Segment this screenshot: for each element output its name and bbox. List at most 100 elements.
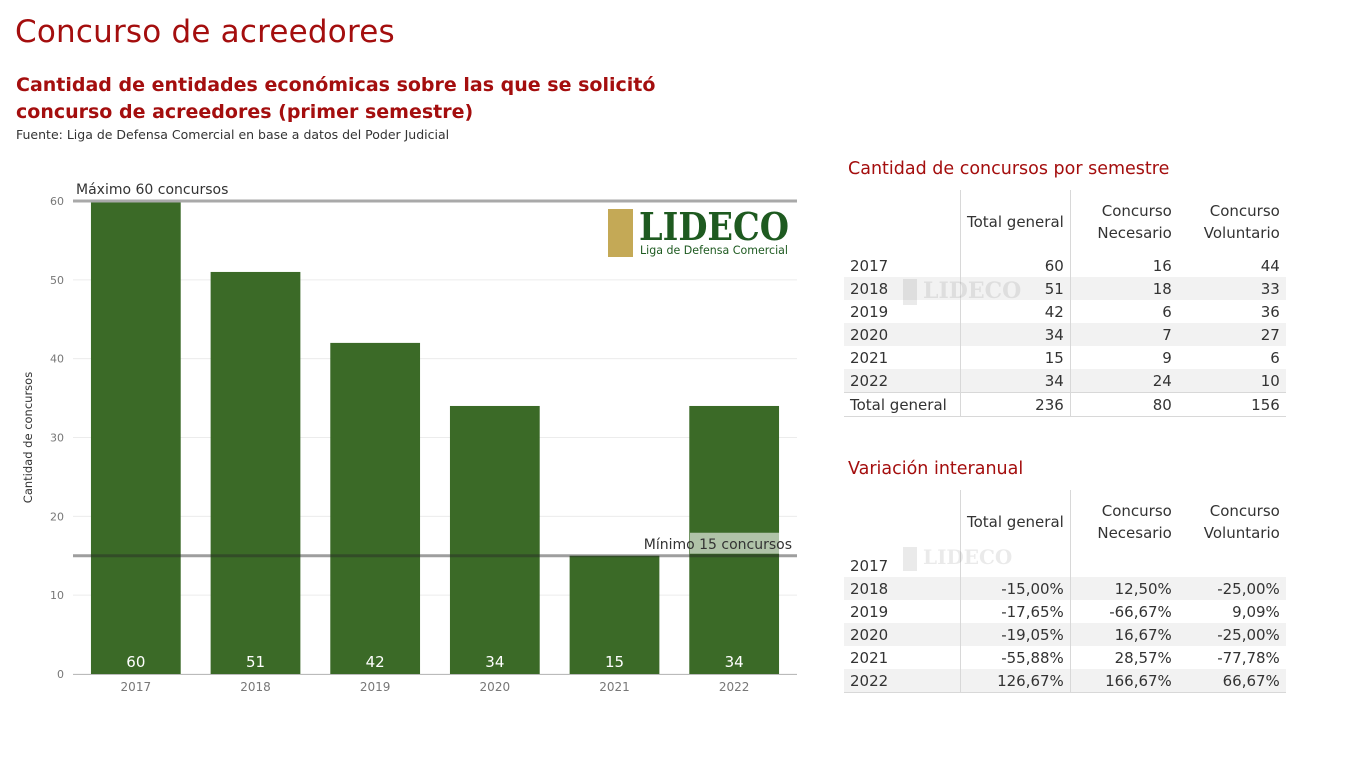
row-label: 2017	[844, 554, 961, 577]
table-row: 2022 34 24 10	[844, 369, 1286, 393]
page-title: Concurso de acreedores	[15, 14, 395, 50]
table-cell	[1070, 554, 1178, 577]
column-header: Concurso Voluntario	[1203, 502, 1280, 542]
table-cell: 12,50%	[1070, 577, 1178, 600]
table-row: 2022 126,67% 166,67% 66,67%	[844, 669, 1286, 693]
reference-line-label: Máximo 60 concursos	[76, 182, 228, 198]
total-cell: 80	[1070, 392, 1178, 417]
x-tick-label: 2021	[599, 680, 630, 694]
logo-name: LIDECO	[639, 204, 789, 249]
table-cell: 7	[1070, 323, 1178, 346]
table-cell: 9,09%	[1232, 602, 1280, 621]
table-cell: 16,67%	[1070, 623, 1178, 646]
bar-chart: 0 10 20 30 40 50 60 Cantidad de concursos 60 2017…	[21, 182, 797, 694]
column-header: Concurso Necesario	[1097, 502, 1172, 542]
table-cell: 60	[960, 254, 1071, 277]
bar-value-label: 15	[605, 653, 624, 671]
y-tick-label: 60	[50, 195, 64, 208]
table-cell: 27	[1177, 323, 1286, 346]
y-tick-label: 30	[50, 432, 64, 445]
bar-2020	[449, 405, 540, 674]
y-tick-label: 50	[50, 274, 64, 287]
concursos-table: Total general Concurso Necesario Concurso Vo…	[844, 190, 1286, 417]
table-cell: 9	[1162, 348, 1172, 367]
bar-value-label: 42	[366, 653, 385, 671]
table-row: 2020 -19,05% 16,67% -25,00%	[844, 623, 1286, 646]
table-cell: 42	[960, 300, 1071, 323]
table-cell: 10	[1177, 369, 1286, 393]
table1-title: Cantidad de concursos por semestre	[848, 159, 1170, 179]
bar-value-label: 51	[246, 653, 265, 671]
table-cell: 51	[960, 277, 1071, 300]
row-label: 2017	[844, 254, 961, 277]
header-corner	[844, 190, 961, 254]
logo-tagline: Liga de Defensa Comercial	[640, 243, 788, 257]
total-row: Total general 236 80 156	[844, 392, 1286, 417]
table-cell: -55,88%	[960, 646, 1071, 669]
row-label: 2022	[844, 669, 961, 693]
bar-2019	[330, 342, 421, 674]
table-cell: -19,05%	[960, 623, 1071, 646]
row-label: 2021	[844, 646, 961, 669]
row-label: 2018	[844, 277, 961, 300]
column-header: Total general	[960, 190, 1071, 254]
column-header: Concurso Voluntario	[1203, 202, 1280, 242]
bar-value-label: 60	[126, 653, 145, 671]
y-axis-title: Cantidad de concursos	[21, 372, 35, 503]
column-header: Concurso Necesario	[1097, 202, 1172, 242]
x-tick-label: 2017	[121, 680, 152, 694]
table-cell: 15	[960, 346, 1071, 369]
header-corner	[844, 490, 961, 554]
row-label: 2020	[844, 623, 961, 646]
total-cell: 236	[960, 392, 1071, 417]
row-label: 2018	[844, 577, 961, 600]
table-row: 2018 -15,00% 12,50% -25,00%	[844, 577, 1286, 600]
table-cell: -17,65%	[960, 600, 1071, 623]
table-cell: -25,00%	[1177, 623, 1286, 646]
table-cell: 28,57%	[1114, 648, 1172, 667]
bar-value-label: 34	[485, 653, 504, 671]
x-tick-label: 2022	[719, 680, 750, 694]
table-cell: 66,67%	[1177, 669, 1286, 693]
y-tick-label: 10	[50, 589, 64, 602]
table-cell: 6	[1162, 302, 1172, 321]
bar-2018	[210, 271, 301, 674]
reference-line-label: Mínimo 15 concursos	[644, 537, 792, 553]
y-tick-label: 20	[50, 510, 64, 523]
row-label: 2021	[844, 346, 961, 369]
table-cell	[960, 554, 1071, 577]
table-row: 2017	[844, 554, 1286, 577]
row-label: 2022	[844, 369, 961, 393]
table-row: 2018 51 18 33	[844, 277, 1286, 300]
table-cell	[1178, 554, 1286, 577]
table-cell: 24	[1070, 369, 1178, 393]
table2-title: Variación interanual	[848, 459, 1024, 479]
table-cell: 34	[960, 323, 1071, 346]
bar-value-label: 34	[725, 653, 744, 671]
y-tick-label: 0	[57, 668, 64, 681]
table-cell: 6	[1270, 348, 1280, 367]
table-cell: 34	[960, 369, 1071, 393]
table-cell: -15,00%	[960, 577, 1071, 600]
table-cell: 44	[1260, 256, 1280, 275]
bar-2021	[569, 555, 660, 674]
logo-gold-bar	[608, 209, 633, 257]
source-note: Fuente: Liga de Defensa Comercial en bas…	[16, 127, 450, 142]
total-cell: 156	[1177, 392, 1286, 417]
table-cell: -77,78%	[1217, 648, 1280, 667]
table-cell: 36	[1260, 302, 1280, 321]
table-cell: 126,67%	[960, 669, 1071, 693]
y-tick-label: 40	[50, 353, 64, 366]
table-cell: 166,67%	[1070, 669, 1178, 693]
table-cell: -66,67%	[1109, 602, 1172, 621]
reference-label-background	[690, 532, 792, 554]
table-row: 2017 60 16 44	[844, 254, 1286, 277]
row-label: 2019	[844, 300, 961, 323]
column-header: Total general	[960, 490, 1071, 554]
table-cell: 16	[1152, 256, 1172, 275]
bar-2017	[90, 201, 181, 674]
table-row: 2019 -17,65% -66,67% 9,09%	[844, 600, 1286, 623]
x-tick-label: 2020	[480, 680, 511, 694]
chart-subtitle: Cantidad de entidades económicas sobre l…	[16, 74, 656, 123]
x-tick-label: 2018	[240, 680, 271, 694]
